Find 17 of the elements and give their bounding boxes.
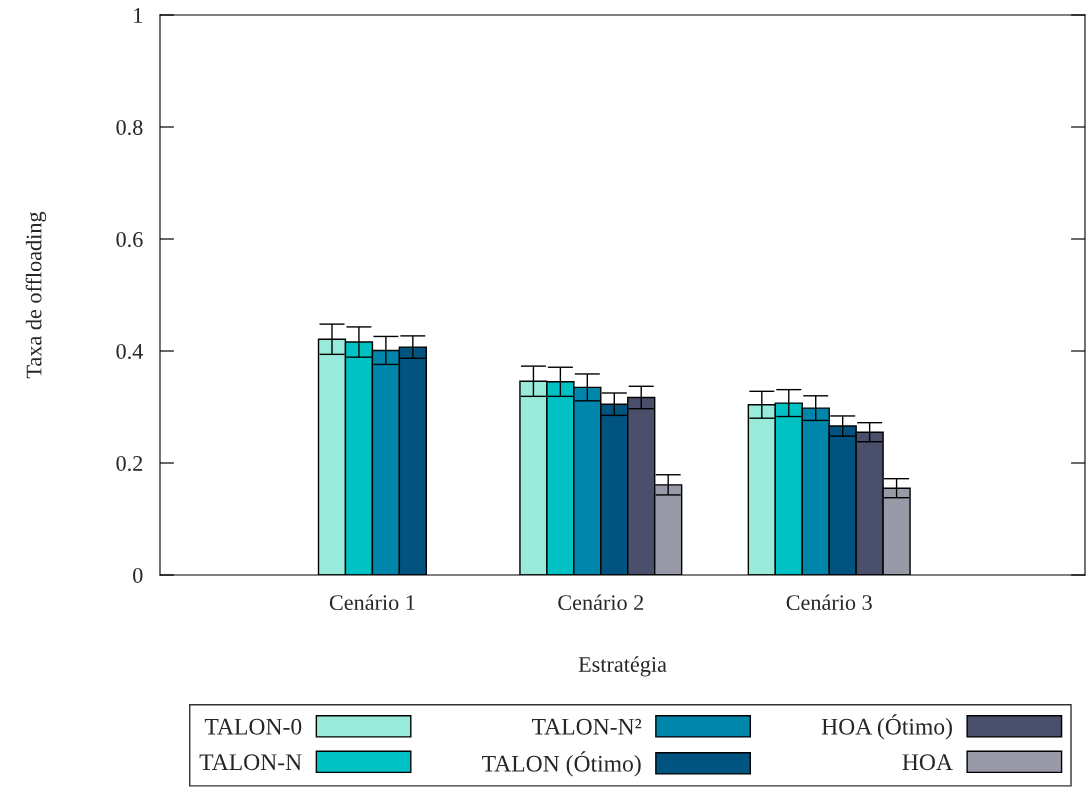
y-tick-label: 0.4 <box>116 343 143 360</box>
y-axis-title: Taxa de offloading <box>25 211 47 379</box>
legend-label: TALON-0 <box>204 718 302 735</box>
y-tick-label: 0 <box>133 567 143 583</box>
x-tick-label: Cenário 3 <box>786 594 872 611</box>
x-tick-label: Cenário 1 <box>329 594 415 611</box>
x-axis-title: Estratégia <box>578 656 667 677</box>
y-tick-label: 1 <box>134 8 142 23</box>
y-tick-label: 0.8 <box>116 119 143 136</box>
legend-label: TALON (Ótimo) <box>482 751 641 777</box>
legend-label: TALON-N <box>199 754 302 771</box>
y-tick-label: 0.2 <box>116 455 143 472</box>
legend-label: HOA (Ótimo) <box>821 714 952 740</box>
legend-label: HOA <box>902 754 953 771</box>
y-tick-label: 0.6 <box>116 231 143 248</box>
legend-label: TALON-N² <box>532 718 642 735</box>
x-tick-label: Cenário 2 <box>558 594 644 611</box>
